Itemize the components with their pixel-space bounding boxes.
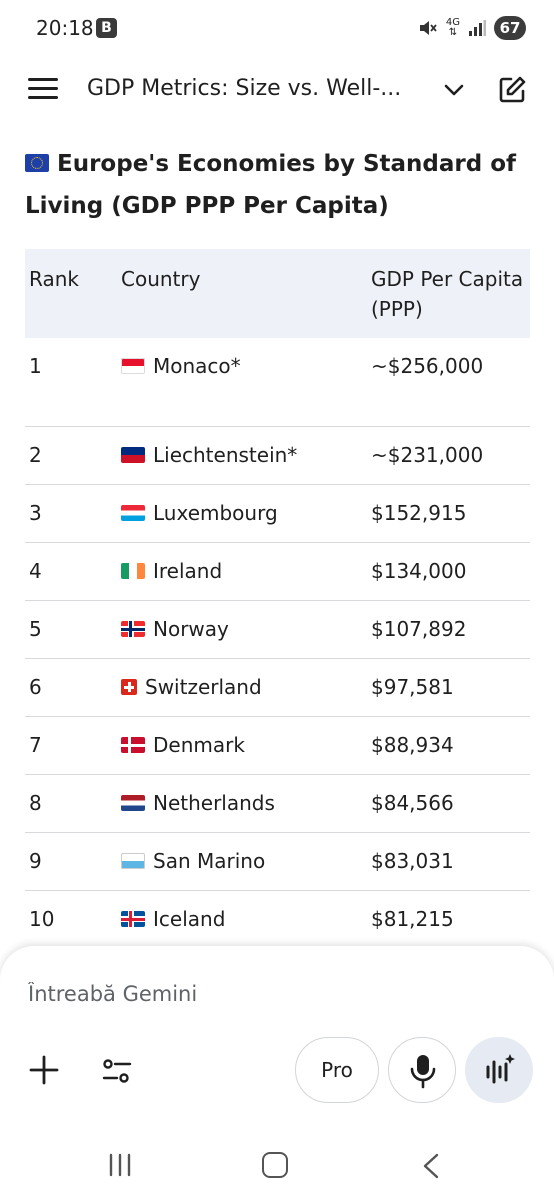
rank-cell: 3 [29,501,42,525]
recents-icon[interactable] [107,1153,133,1177]
country-name: San Marino [153,849,266,873]
gdp-cell: $81,215 [371,907,454,931]
rank-cell: 6 [29,675,42,699]
liechtenstein-flag-icon [121,447,145,463]
gdp-cell: $97,581 [371,675,454,699]
rank-cell: 4 [29,559,42,583]
ireland-flag-icon [121,563,145,579]
table-row: 6 Switzerland $97,581 [25,659,530,717]
rank-cell: 7 [29,733,42,757]
home-icon[interactable] [262,1152,288,1178]
country-cell: Netherlands [121,789,275,817]
table-row: 8 Netherlands $84,566 [25,775,530,833]
microphone-icon [410,1055,436,1089]
mute-icon [419,21,437,35]
gdp-cell: $83,031 [371,849,454,873]
country-cell: San Marino [121,847,265,875]
table-row: 3 Luxembourg $152,915 [25,485,530,543]
hamburger-menu-icon[interactable] [28,78,58,100]
gdp-cell: $152,915 [371,501,467,525]
conversation-title[interactable]: GDP Metrics: Size vs. Well-... [87,76,402,101]
san-marino-flag-icon [121,853,145,869]
live-waveform-icon [486,1054,515,1084]
country-name: Switzerland [145,675,262,699]
country-cell: Monaco* [121,352,241,380]
country-cell: Norway [121,615,229,643]
rank-cell: 10 [29,907,55,931]
monaco-flag-icon [121,358,145,374]
table-row: 4 Ireland $134,000 [25,543,530,601]
edit-icon[interactable] [496,74,528,106]
luxembourg-flag-icon [121,505,145,521]
country-cell: Iceland [121,905,225,933]
table-header-row: Rank Country GDP Per Capita (PPP) [25,249,530,338]
country-name: Denmark [153,733,245,757]
back-icon[interactable] [420,1152,442,1180]
microphone-button[interactable] [388,1037,456,1103]
signal-icon [469,20,486,36]
tools-icon[interactable] [100,1054,134,1088]
rank-cell: 5 [29,617,42,641]
country-cell: Denmark [121,731,245,759]
gdp-cell: ~$231,000 [371,443,484,467]
country-name: Ireland [153,559,223,583]
country-cell: Luxembourg [121,499,278,527]
system-nav-bar [0,1136,554,1200]
network-type: 4G ⇅ [445,17,460,38]
country-name: Monaco* [153,354,241,378]
table-row: 7 Denmark $88,934 [25,717,530,775]
eu-flag-icon [25,154,49,172]
table-row: 5 Norway $107,892 [25,601,530,659]
notification-badge: B [96,18,117,38]
network-label: 4G [445,17,460,28]
switzerland-flag-icon [121,679,137,695]
status-indicators: 4G ⇅ 67 [418,14,526,42]
table-row: 1 Monaco* ~$256,000 [25,338,530,427]
gdp-cell: ~$256,000 [371,354,484,378]
gdp-cell: $134,000 [371,559,467,583]
plus-icon[interactable] [28,1054,60,1086]
denmark-flag-icon [121,737,145,753]
chevron-down-icon[interactable] [440,76,468,104]
rank-cell: 2 [29,443,42,467]
rank-cell: 9 [29,849,42,873]
status-time: 20:18 [36,16,94,40]
rank-cell: 1 [29,354,42,378]
prompt-input[interactable] [28,982,508,1006]
status-bar: 20:18 B 4G ⇅ 67 [0,0,554,58]
country-name: Luxembourg [153,501,278,525]
country-name: Iceland [153,907,226,931]
battery-indicator: 67 [494,16,526,40]
header-rank: Rank [29,267,79,291]
rank-cell: 8 [29,791,42,815]
gdp-cell: $88,934 [371,733,454,757]
country-name: Netherlands [153,791,275,815]
country-name: Liechtenstein* [153,443,298,467]
table-body: 1 Monaco* ~$256,000 2 Liechtenstein* ~$231,00… [25,338,530,949]
gdp-table: Rank Country GDP Per Capita (PPP) 1 Monaco… [25,249,530,949]
table-row: 10 Iceland $81,215 [25,891,530,949]
gdp-cell: $107,892 [371,617,467,641]
country-name: Norway [153,617,229,641]
prompt-panel: Pro [0,946,554,1136]
netherlands-flag-icon [121,795,145,811]
header-gdp: GDP Per Capita (PPP) [371,264,523,324]
header-gdp-line2: (PPP) [371,297,423,321]
response-heading-text: Europe's Economies by Standard of Living… [25,151,517,219]
iceland-flag-icon [121,911,145,927]
norway-flag-icon [121,621,145,637]
response-heading: Europe's Economies by Standard of Living… [25,143,530,227]
table-row: 2 Liechtenstein* ~$231,000 [25,427,530,485]
header-gdp-line1: GDP Per Capita [371,267,524,291]
header-country: Country [121,267,201,291]
pro-model-button[interactable]: Pro [295,1037,379,1103]
country-cell: Switzerland [121,673,262,701]
live-mode-button[interactable] [465,1037,533,1103]
country-cell: Ireland [121,557,222,585]
gdp-cell: $84,566 [371,791,454,815]
country-cell: Liechtenstein* [121,441,297,469]
app-header: GDP Metrics: Size vs. Well-... [0,62,554,118]
table-row: 9 San Marino $83,031 [25,833,530,891]
